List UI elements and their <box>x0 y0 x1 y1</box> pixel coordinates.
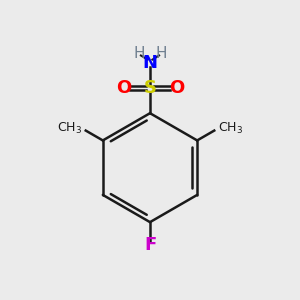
Text: H: H <box>133 46 145 61</box>
Text: O: O <box>116 79 131 97</box>
Text: S: S <box>143 79 157 97</box>
Text: CH$_3$: CH$_3$ <box>218 121 243 136</box>
Text: CH$_3$: CH$_3$ <box>57 121 83 136</box>
Text: O: O <box>169 79 184 97</box>
Text: H: H <box>155 46 167 61</box>
Text: N: N <box>142 54 158 72</box>
Text: F: F <box>144 236 156 254</box>
